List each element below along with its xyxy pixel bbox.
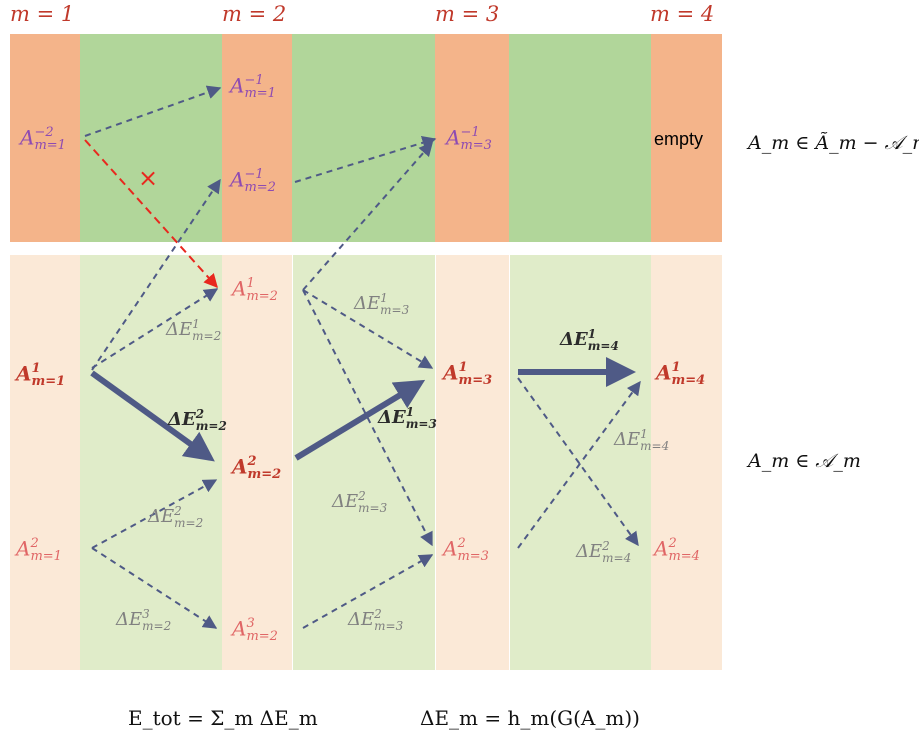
header-m3: m = 3 bbox=[435, 2, 500, 26]
bottom-band-m1 bbox=[10, 255, 80, 670]
bottom-band-gap1 bbox=[80, 255, 222, 670]
top-band-m1 bbox=[10, 34, 80, 242]
top-band-m3 bbox=[435, 34, 509, 242]
edge-label-e-m2-2-bold: ΔE 2 m=2 bbox=[168, 407, 227, 433]
node-a-m1-neg1-top: A −1 m=1 bbox=[230, 73, 276, 101]
bottom-band-m3 bbox=[436, 255, 509, 670]
edge-m2-1-to-top-m3 bbox=[302, 141, 433, 291]
edge-m2-2-to-m3-1-bold bbox=[294, 379, 426, 461]
edge-label-e-m4-1: ΔE 1 m=4 bbox=[614, 427, 670, 453]
empty-label: empty bbox=[654, 129, 704, 149]
edge-label-e-m2-1: ΔE 1 m=2 bbox=[166, 317, 222, 343]
edge-top-m2b-to-m3 bbox=[294, 136, 437, 183]
node-a-m2-3: A 3 m=2 bbox=[232, 616, 278, 644]
top-band-gap1 bbox=[80, 34, 222, 242]
bottom-band-m2 bbox=[222, 255, 292, 670]
edge-label-e-m3-1-bold: ΔE 1 m=3 bbox=[378, 405, 437, 431]
node-a-m2-2: A 2 m=2 bbox=[232, 454, 282, 482]
node-a-m1-neg2: A −2 m=1 bbox=[20, 125, 66, 153]
edge-m2-3-to-m3-2 bbox=[302, 554, 434, 629]
side-label-bottom: A_m ∈ 𝒜_m bbox=[748, 450, 861, 472]
top-band-gap3 bbox=[509, 34, 651, 242]
bottom-band-gap3 bbox=[510, 255, 651, 670]
edge-m3-2-to-m4-1 bbox=[517, 380, 641, 549]
header-m1: m = 1 bbox=[10, 2, 75, 26]
top-band-m2 bbox=[222, 34, 292, 242]
side-label-top: A_m ∈ Ã_m − 𝒜_m bbox=[748, 132, 919, 154]
node-a-m3-2: A 2 m=3 bbox=[443, 536, 489, 564]
edge-label-e-m4-2: ΔE 2 m=4 bbox=[576, 539, 632, 565]
edge-label-e-m4-1-bold: ΔE 1 m=4 bbox=[560, 327, 619, 353]
edge-label-e-m2-2: ΔE 2 m=2 bbox=[148, 504, 204, 530]
node-a-m3-neg1-top: A −1 m=3 bbox=[446, 125, 492, 153]
node-a-m4-2: A 2 m=4 bbox=[654, 536, 700, 564]
footer-formula-total: E_tot = Σ_m ΔE_m bbox=[128, 706, 318, 730]
edge-top-m1-to-m2a bbox=[84, 85, 222, 137]
edge-label-e-m2-3: ΔE 3 m=2 bbox=[116, 607, 172, 633]
edge-m3-1-to-m4-2 bbox=[517, 377, 639, 547]
node-a-m3-1: A 1 m=3 bbox=[443, 360, 493, 388]
edge-m1-2-to-m2-2 bbox=[91, 479, 218, 549]
header-m4: m = 4 bbox=[650, 2, 715, 26]
node-a-m1-2: A 2 m=1 bbox=[16, 536, 62, 564]
top-band-m4 bbox=[651, 34, 722, 242]
edge-m2-1-to-m3-2 bbox=[302, 289, 433, 547]
bottom-band-gap2 bbox=[293, 255, 435, 670]
edge-m1-1-to-m2-1 bbox=[91, 288, 219, 369]
node-a-m4-1: A 1 m=4 bbox=[656, 360, 706, 388]
edge-m1-1-to-top-m2b bbox=[91, 178, 221, 371]
node-a-m2-neg1-top: A −1 m=2 bbox=[230, 167, 276, 195]
edge-m1-2-to-m2-3 bbox=[91, 547, 218, 629]
edge-red-blocked bbox=[84, 139, 218, 289]
bottom-band-m4 bbox=[651, 255, 722, 670]
node-a-m2-1: A 1 m=2 bbox=[232, 276, 278, 304]
blocked-cross-mark: × bbox=[138, 164, 159, 192]
edge-label-e-m3-1: ΔE 1 m=3 bbox=[354, 291, 410, 317]
edge-m2-1-to-m3-1 bbox=[302, 289, 434, 369]
node-a-m1-1: A 1 m=1 bbox=[16, 361, 66, 389]
edge-m1-1-to-m2-2-bold bbox=[90, 370, 215, 462]
top-band-gap2 bbox=[292, 34, 435, 242]
edge-label-e-m3-2b: ΔE 2 m=3 bbox=[348, 607, 404, 633]
header-m2: m = 2 bbox=[222, 2, 287, 26]
footer-formula-delta: ΔE_m = h_m(G(A_m)) bbox=[420, 706, 640, 730]
edge-label-e-m3-2: ΔE 2 m=3 bbox=[332, 489, 388, 515]
